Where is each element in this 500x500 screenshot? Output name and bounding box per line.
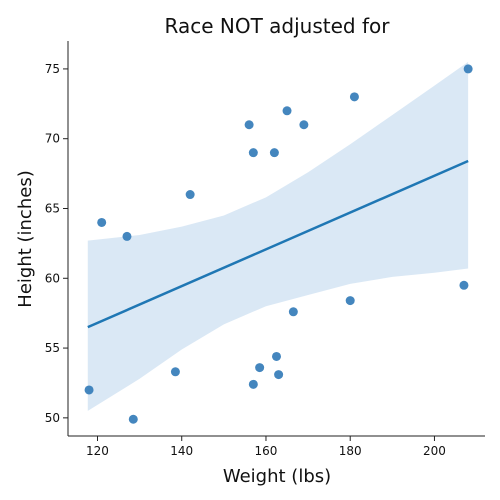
y-axis-label: Height (inches) bbox=[15, 170, 36, 307]
x-tick-label-140: 140 bbox=[170, 444, 193, 458]
y-tick-label-55: 55 bbox=[45, 341, 60, 355]
x-tick-label-200: 200 bbox=[423, 444, 446, 458]
data-point-19 bbox=[459, 280, 469, 290]
data-point-18 bbox=[349, 92, 359, 102]
data-point-1 bbox=[84, 385, 94, 395]
data-point-13 bbox=[274, 370, 284, 380]
data-point-15 bbox=[288, 307, 298, 317]
data-point-11 bbox=[269, 148, 279, 158]
data-point-14 bbox=[282, 106, 292, 116]
plot-area bbox=[84, 61, 473, 424]
data-point-5 bbox=[170, 367, 180, 377]
y-axis-ticks: 50 55 60 65 70 75 bbox=[45, 62, 68, 425]
y-tick-label-75: 75 bbox=[45, 62, 60, 76]
data-point-6 bbox=[185, 190, 195, 200]
data-point-16 bbox=[299, 120, 309, 130]
y-tick-label-50: 50 bbox=[45, 411, 60, 425]
y-tick-label-70: 70 bbox=[45, 132, 60, 146]
x-tick-label-160: 160 bbox=[255, 444, 278, 458]
regression-line bbox=[87, 159, 469, 329]
data-point-4 bbox=[128, 414, 138, 424]
data-point-12 bbox=[272, 351, 281, 361]
data-point-7 bbox=[244, 120, 254, 130]
data-point-3 bbox=[122, 231, 132, 241]
data-point-2 bbox=[97, 217, 107, 227]
y-tick-label-60: 60 bbox=[45, 271, 60, 285]
y-tick-label-65: 65 bbox=[45, 201, 60, 215]
x-axis-ticks: 120 140 160 180 200 bbox=[86, 436, 446, 458]
data-point-20 bbox=[463, 64, 473, 74]
chart-title: Race NOT adjusted for bbox=[165, 14, 391, 38]
data-point-17 bbox=[345, 296, 355, 306]
confidence-band bbox=[87, 61, 469, 411]
data-point-10 bbox=[255, 363, 265, 373]
x-tick-label-120: 120 bbox=[86, 444, 109, 458]
x-axis-label: Weight (lbs) bbox=[223, 466, 331, 487]
data-point-9 bbox=[248, 379, 258, 389]
x-tick-label-180: 180 bbox=[339, 444, 362, 458]
data-point-8 bbox=[248, 148, 258, 158]
